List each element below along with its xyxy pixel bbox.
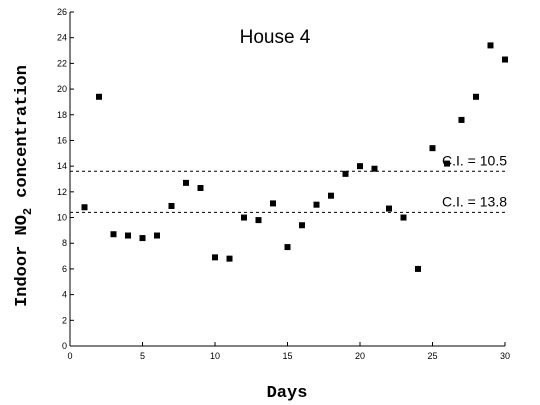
data-point <box>371 165 378 172</box>
data-point <box>168 202 175 209</box>
data-point <box>284 244 291 251</box>
data-point <box>96 93 102 100</box>
data-point <box>487 42 494 49</box>
y-axis-label: Indoor NO2 concentration <box>13 65 35 307</box>
data-point <box>328 192 334 199</box>
data-point <box>473 93 479 100</box>
data-point <box>400 214 407 221</box>
data-point <box>357 163 363 170</box>
data-point <box>197 184 204 191</box>
data-point <box>458 116 465 123</box>
x-tick-label: 5 <box>140 351 145 361</box>
data-point <box>444 160 450 167</box>
y-tick-label: 10 <box>57 213 67 223</box>
data-point <box>299 222 305 229</box>
x-tick-label: 10 <box>210 351 220 361</box>
reference-line-label: C.I. = 13.8 <box>442 193 507 209</box>
x-tick-label: 15 <box>282 351 292 361</box>
y-axis-label-subscript: 2 <box>21 208 35 215</box>
data-point <box>125 232 131 239</box>
data-point <box>139 235 146 242</box>
data-point <box>502 56 508 63</box>
data-point <box>226 255 233 262</box>
y-tick-label: 4 <box>62 290 67 300</box>
y-tick-label: 6 <box>62 264 67 274</box>
reference-line-label: C.I. = 10.5 <box>442 152 507 168</box>
y-tick-label: 20 <box>57 84 67 94</box>
data-point <box>342 170 349 177</box>
x-tick-label: 20 <box>355 351 365 361</box>
data-point <box>212 254 218 261</box>
y-tick-label: 0 <box>62 341 67 351</box>
y-tick-label: 8 <box>62 238 67 248</box>
data-point <box>81 204 88 211</box>
y-tick-label: 22 <box>57 58 67 68</box>
y-tick-label: 12 <box>57 187 67 197</box>
chart-title: House 4 <box>240 27 311 48</box>
data-point <box>313 201 320 208</box>
y-tick-label: 26 <box>57 7 67 17</box>
y-tick-label: 18 <box>57 110 67 120</box>
reference-lines: C.I. = 10.5 C.I. = 13.8 <box>70 152 507 213</box>
data-point <box>110 231 117 238</box>
data-points <box>81 42 508 272</box>
data-point <box>154 232 160 239</box>
x-tick-label: 0 <box>67 351 72 361</box>
data-point <box>270 200 276 207</box>
y-axis-label-suffix: concentration <box>13 65 32 208</box>
data-point <box>429 145 436 152</box>
x-axis-label: Days <box>267 384 308 403</box>
data-point <box>415 265 421 272</box>
y-tick-label: 2 <box>62 315 67 325</box>
y-tick-label: 16 <box>57 135 67 145</box>
data-point <box>255 217 262 224</box>
data-point <box>386 205 392 212</box>
x-tick-label: 30 <box>500 351 510 361</box>
x-tick-label: 25 <box>427 351 437 361</box>
y-tick-label: 24 <box>57 33 67 43</box>
y-axis-label-prefix: Indoor NO <box>13 215 32 307</box>
data-point <box>183 179 189 186</box>
data-point <box>241 214 247 221</box>
y-tick-label: 14 <box>57 161 67 171</box>
